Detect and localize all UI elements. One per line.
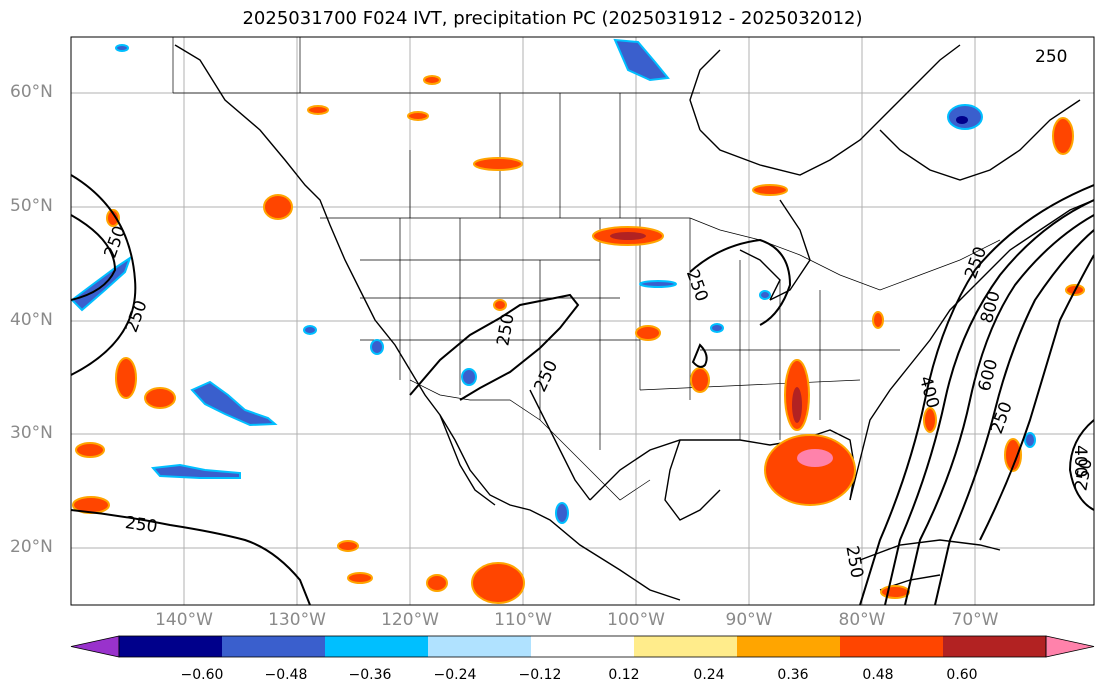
political-borders [172,37,1001,501]
colorbar-segment [325,636,428,657]
colorbar-outline [118,635,1047,658]
ivt-contours [71,174,1094,605]
colorbar-segment [840,636,943,657]
contour-label: 250 [987,399,1017,436]
contour-label: 250 [1035,47,1067,67]
contour-label: 250 [682,267,712,304]
contour-label: 250 [530,357,562,395]
colorbar-tick-label: 0.24 [693,667,725,683]
lon-label-130w: 130°W [268,610,326,630]
colorbar-segment [428,636,531,657]
map-title: 2025031700 F024 IVT, precipitation PC (2… [242,8,863,29]
contour-label: 250 [961,244,991,281]
lon-label-70w: 70°W [951,610,999,630]
colorbar [70,635,1095,658]
colorbar-segment [222,636,325,657]
contour-label: 400 [1070,445,1090,477]
contour-label: 400 [915,374,943,411]
colorbar-tick-label: 0.36 [777,667,809,683]
colorbar-segment [943,636,1046,657]
colorbar-tick-label: −0.12 [518,667,562,683]
colorbar-segment [634,636,737,657]
contour-label: 250 [122,298,152,335]
lat-label-30: 30°N [10,423,53,443]
precip-positive-patches [72,75,1085,604]
coastlines [174,44,1094,601]
lon-label-120w: 120°W [381,610,439,630]
lat-label-60: 60°N [10,82,53,102]
colorbar-tick-label: −0.48 [264,667,308,683]
lon-label-90w: 90°W [725,610,773,630]
contour-label: 250 [841,544,866,579]
colorbar-segment [531,636,634,657]
colorbar-extend-max [1045,635,1095,658]
contour-label: 250 [124,513,159,537]
colorbar-tick-label: 0.60 [946,667,978,683]
precip-negative-patches [71,38,1036,524]
colorbar-tick-label: 0.12 [608,667,640,683]
lat-label-40: 40°N [10,310,53,330]
colorbar-tick-label: −0.60 [180,667,224,683]
colorbar-tick-label: 0.48 [862,667,894,683]
colorbar-tick-label: −0.24 [433,667,477,683]
lon-label-110w: 110°W [494,610,552,630]
graticule [71,37,1094,605]
lon-label-140w: 140°W [155,610,213,630]
colorbar-segment [119,636,222,657]
colorbar-segment [737,636,840,657]
map-frame [70,36,1095,606]
lon-label-80w: 80°W [838,610,886,630]
lat-label-50: 50°N [10,196,53,216]
lon-label-100w: 100°W [607,610,665,630]
lat-label-20: 20°N [10,537,53,557]
colorbar-extend-min [70,635,120,658]
contour-label: 800 [977,289,1005,326]
colorbar-tick-label: −0.36 [348,667,392,683]
contour-label: 250 [101,223,131,260]
contour-label: 250 [493,312,518,347]
